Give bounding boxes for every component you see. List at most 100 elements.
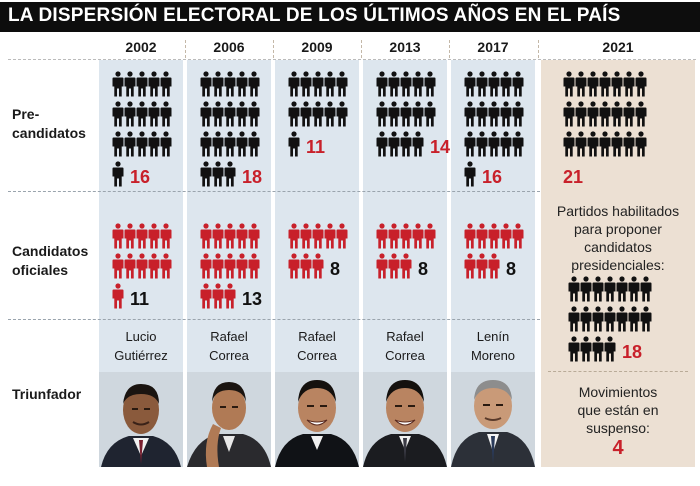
pictogram-row	[464, 70, 524, 97]
winner-name-2013: Rafael Correa	[385, 329, 425, 363]
person-icon	[112, 223, 124, 249]
pictogram-row	[288, 100, 348, 127]
portrait-2006	[187, 372, 271, 467]
person-icon	[580, 276, 592, 302]
row-label-candidatos: Candidatos oficiales	[12, 243, 89, 278]
person-icon	[160, 101, 172, 127]
person-icon	[200, 71, 212, 97]
pictogram-row	[376, 222, 436, 249]
person-icon	[476, 223, 488, 249]
person-icon	[635, 101, 647, 127]
pictogram-row: 8	[376, 252, 436, 279]
pictogram-row: 18	[200, 160, 262, 187]
box-divider	[548, 371, 688, 372]
person-icon	[628, 276, 640, 302]
person-icon	[336, 223, 348, 249]
person-icon	[312, 223, 324, 249]
pictogram-row	[200, 70, 262, 97]
person-icon	[568, 276, 580, 302]
pictogram-row: 16	[112, 160, 172, 187]
person-icon	[212, 71, 224, 97]
person-icon	[312, 71, 324, 97]
person-icon	[160, 223, 172, 249]
pictogram-row	[112, 222, 172, 249]
person-icon	[635, 131, 647, 157]
person-icon	[124, 223, 136, 249]
person-icon	[212, 283, 224, 309]
pictogram-row: 11	[288, 130, 348, 157]
person-icon	[611, 101, 623, 127]
person-icon	[424, 71, 436, 97]
portrait-2009	[275, 372, 359, 467]
person-icon	[112, 283, 124, 309]
person-icon	[500, 71, 512, 97]
person-icon	[200, 223, 212, 249]
person-icon	[300, 101, 312, 127]
person-icon	[124, 253, 136, 279]
person-icon	[604, 276, 616, 302]
count-label: 16	[482, 167, 503, 187]
person-icon	[512, 223, 524, 249]
person-icon	[148, 71, 160, 97]
person-icon	[400, 223, 412, 249]
person-icon	[464, 101, 476, 127]
pictogram-row: 13	[200, 282, 262, 309]
person-icon	[568, 336, 580, 362]
portrait-2017	[451, 372, 535, 467]
person-icon	[424, 101, 436, 127]
person-icon	[236, 223, 248, 249]
person-icon	[136, 101, 148, 127]
person-icon	[599, 131, 611, 157]
person-icon	[376, 131, 388, 157]
person-icon	[248, 223, 260, 249]
person-icon	[628, 306, 640, 332]
candidatos-2002: 11	[112, 222, 172, 309]
person-icon	[124, 131, 136, 157]
person-icon	[563, 101, 575, 127]
person-icon	[124, 101, 136, 127]
precandidatos-2013: 14	[376, 70, 450, 157]
person-icon	[623, 131, 635, 157]
precandidatos-2009: 11	[288, 70, 348, 157]
person-icon	[288, 253, 300, 279]
person-icon	[112, 71, 124, 97]
person-icon	[464, 253, 476, 279]
person-icon	[604, 306, 616, 332]
person-icon	[148, 101, 160, 127]
person-icon	[300, 71, 312, 97]
person-icon	[488, 223, 500, 249]
precandidatos-2017: 16	[464, 70, 524, 187]
row-label-precandidatos: Pre- candidatos	[12, 106, 86, 141]
count-label: 8	[506, 259, 517, 279]
person-icon	[136, 223, 148, 249]
person-icon	[563, 131, 575, 157]
person-icon	[148, 223, 160, 249]
person-icon	[500, 223, 512, 249]
person-icon	[388, 223, 400, 249]
pictogram-row	[563, 100, 647, 127]
pictogram-row	[568, 305, 652, 332]
count-label: 18	[622, 342, 643, 362]
person-icon	[412, 223, 424, 249]
person-icon	[488, 71, 500, 97]
title-bar: LA DISPERSIÓN ELECTORAL DE LOS ÚLTIMOS A…	[0, 2, 700, 32]
person-icon	[640, 306, 652, 332]
pictogram-row	[568, 275, 652, 302]
person-icon	[512, 131, 524, 157]
count-label: 18	[242, 167, 263, 187]
person-icon	[424, 223, 436, 249]
person-icon	[224, 71, 236, 97]
person-icon	[336, 101, 348, 127]
person-icon	[623, 71, 635, 97]
person-icon	[324, 223, 336, 249]
person-icon	[500, 131, 512, 157]
person-icon	[288, 131, 300, 157]
person-icon	[236, 131, 248, 157]
pictogram-row	[376, 70, 450, 97]
person-icon	[616, 276, 628, 302]
person-icon	[580, 336, 592, 362]
person-icon	[512, 71, 524, 97]
person-icon	[464, 131, 476, 157]
row-label-triunfador: Triunfador	[12, 386, 82, 402]
pictogram-row	[464, 100, 524, 127]
